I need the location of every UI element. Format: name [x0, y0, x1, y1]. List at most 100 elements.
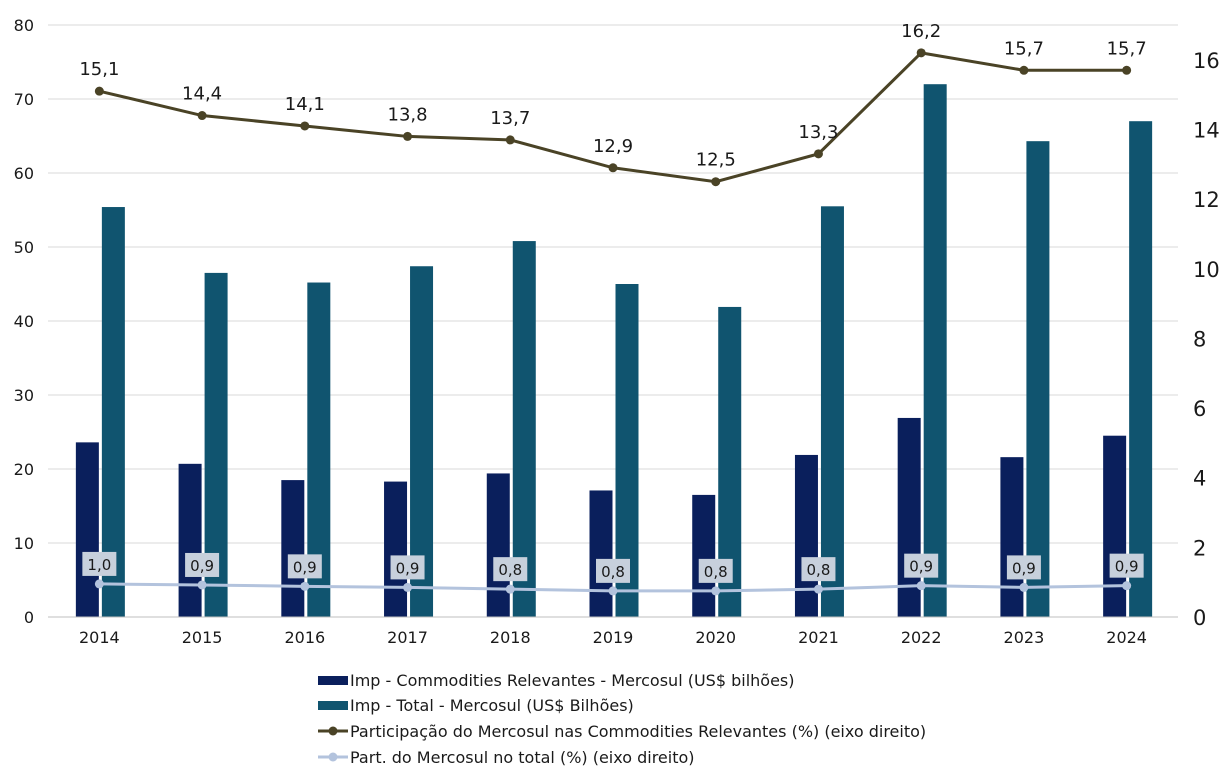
data-label-bg	[904, 553, 939, 578]
series-point	[94, 86, 104, 96]
data-label: 13,8	[388, 104, 428, 125]
data-label-bg	[185, 552, 220, 577]
bar	[692, 494, 716, 617]
data-label-bg	[698, 558, 733, 583]
x-axis-tick-label: 2024	[1106, 628, 1147, 647]
data-label-bg	[390, 555, 425, 580]
series-point	[711, 177, 721, 187]
bar	[923, 84, 947, 617]
left-axis-tick-label: 60	[14, 164, 34, 183]
legend-label: Imp - Commodities Relevantes - Mercosul …	[350, 671, 795, 690]
bar	[384, 481, 408, 617]
data-label-bg	[596, 558, 630, 583]
data-label: 0,8	[807, 561, 831, 579]
series-point	[1122, 581, 1132, 591]
lines	[94, 48, 1132, 596]
left-axis-tick-label: 0	[24, 608, 34, 627]
data-label: 0,9	[1012, 559, 1036, 577]
data-label: 0,9	[190, 557, 214, 575]
bar	[75, 442, 99, 617]
left-axis-tick-label: 30	[14, 386, 34, 405]
gridlines	[48, 24, 1178, 618]
series-point	[711, 586, 721, 596]
series-point	[403, 131, 413, 141]
series-point	[94, 579, 104, 589]
bar	[410, 266, 434, 617]
data-label-bg	[287, 554, 322, 579]
legend-swatch	[318, 676, 348, 685]
bar	[101, 207, 125, 618]
data-label: 12,5	[696, 150, 736, 171]
x-axis-tick-label: 2016	[284, 628, 325, 647]
x-axis-tick-label: 2021	[798, 628, 839, 647]
series-point	[813, 149, 823, 159]
data-label: 15,1	[79, 59, 119, 80]
legend-swatch	[318, 701, 348, 710]
series-point	[916, 581, 926, 591]
data-label: 0,9	[293, 558, 317, 576]
data-label: 0,8	[601, 563, 625, 581]
bar	[178, 463, 202, 617]
bar	[820, 206, 844, 618]
bar	[204, 272, 228, 617]
data-label: 13,3	[798, 122, 838, 143]
right-axis-tick-label: 14	[1193, 118, 1220, 142]
series-point	[505, 584, 515, 594]
data-label-bg	[801, 557, 836, 582]
left-axis-tick-label: 50	[14, 238, 34, 257]
series-point	[813, 584, 823, 594]
bar	[1026, 141, 1050, 617]
data-label: 15,7	[1107, 38, 1147, 59]
x-axis-tick-label: 2015	[182, 628, 223, 647]
series-point	[1019, 582, 1029, 592]
legend-label: Part. do Mercosul no total (%) (eixo dir…	[350, 748, 695, 767]
data-label-bg	[82, 551, 117, 576]
right-axis-tick-label: 16	[1193, 49, 1220, 73]
left-axis-tick-label: 70	[14, 90, 34, 109]
data-label: 13,7	[490, 108, 530, 129]
data-label-bg	[1006, 555, 1041, 580]
legend-marker	[328, 726, 338, 736]
x-axis-tick-label: 2019	[593, 628, 634, 647]
data-label: 14,1	[285, 94, 325, 115]
data-label-bg	[493, 557, 528, 582]
x-axis-tick-label: 2020	[695, 628, 736, 647]
right-axis-tick-label: 4	[1193, 467, 1206, 491]
data-label: 0,9	[396, 559, 420, 577]
left-axis-tick-label: 10	[14, 534, 34, 553]
data-label: 0,8	[498, 561, 522, 579]
left-axis-tick-label: 80	[14, 16, 34, 35]
right-axis-tick-label: 8	[1193, 327, 1206, 351]
series-point	[608, 586, 618, 596]
bar	[1129, 121, 1153, 617]
series-point	[916, 48, 926, 58]
x-axis-tick-label: 2023	[1004, 628, 1045, 647]
series-point	[300, 121, 310, 131]
right-axis-tick-label: 12	[1193, 188, 1220, 212]
legend-label: Participação do Mercosul nas Commodities…	[350, 722, 926, 741]
bar	[486, 473, 510, 617]
series-point	[505, 135, 515, 145]
x-axis-tick-label: 2017	[387, 628, 428, 647]
data-label: 1,0	[87, 556, 111, 574]
legend-label: Imp - Total - Mercosul (US$ Bilhões)	[350, 696, 634, 715]
bar	[718, 306, 742, 617]
data-label: 15,7	[1004, 38, 1044, 59]
bar	[1000, 457, 1024, 617]
bar	[512, 241, 536, 617]
series-point	[197, 111, 207, 121]
bar	[307, 282, 331, 617]
legend-marker	[328, 752, 338, 762]
data-label: 16,2	[901, 21, 941, 42]
x-axis-tick-label: 2014	[79, 628, 120, 647]
right-axis-tick-label: 0	[1193, 606, 1206, 630]
series-point	[1019, 65, 1029, 75]
data-label: 12,9	[593, 136, 633, 157]
data-label-bg	[1109, 553, 1144, 578]
data-label: 0,8	[704, 563, 728, 581]
axes: 0 10 20 30 40 50 60 70 80 0 2 4 6 8 10 12 14 16 2014 2015 20…	[14, 16, 1220, 647]
left-axis-tick-label: 20	[14, 460, 34, 479]
data-labels: 15,1 14,4 14,1 13,8 13,7 12,9 12,5 13,3 16,2 15,7…	[79, 21, 1147, 583]
bar	[1103, 435, 1127, 617]
